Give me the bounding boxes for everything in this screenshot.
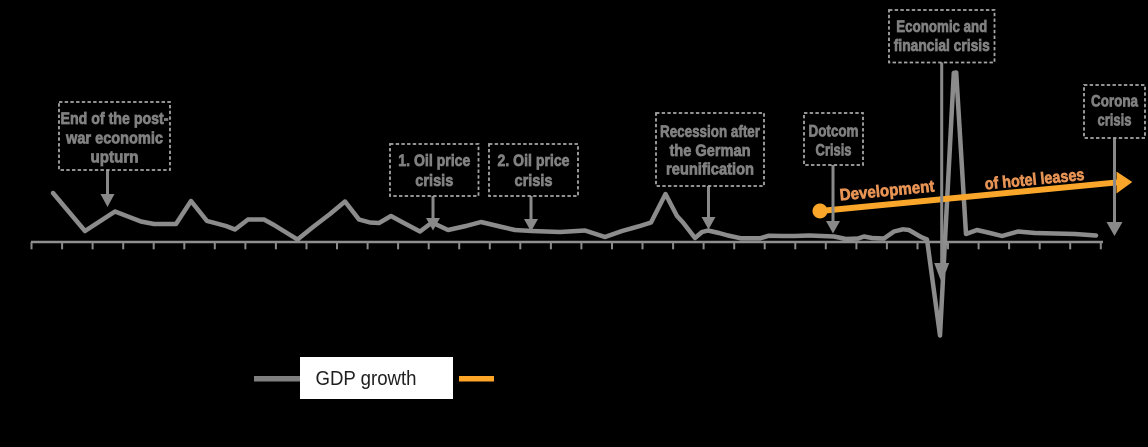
svg-text:reunification: reunification — [666, 160, 754, 179]
svg-text:crisis: crisis — [515, 171, 553, 190]
svg-text:Dotcom: Dotcom — [809, 121, 859, 140]
svg-text:Economic and: Economic and — [896, 17, 987, 36]
svg-text:Corona: Corona — [1091, 91, 1138, 110]
svg-text:Crisis: Crisis — [816, 141, 852, 160]
svg-text:war economic: war economic — [65, 129, 163, 148]
svg-text:Recession after: Recession after — [660, 122, 760, 141]
svg-text:the German: the German — [670, 141, 751, 160]
svg-text:crisis: crisis — [1098, 110, 1132, 129]
svg-text:End of the post-: End of the post- — [61, 109, 169, 128]
svg-text:2. Oil price: 2. Oil price — [498, 151, 570, 170]
svg-text:financial crisis: financial crisis — [894, 36, 990, 55]
svg-text:crisis: crisis — [415, 171, 453, 190]
svg-text:1. Oil price: 1. Oil price — [398, 151, 470, 170]
svg-text:upturn: upturn — [91, 147, 139, 166]
svg-text:GDP growth: GDP growth — [316, 367, 417, 390]
